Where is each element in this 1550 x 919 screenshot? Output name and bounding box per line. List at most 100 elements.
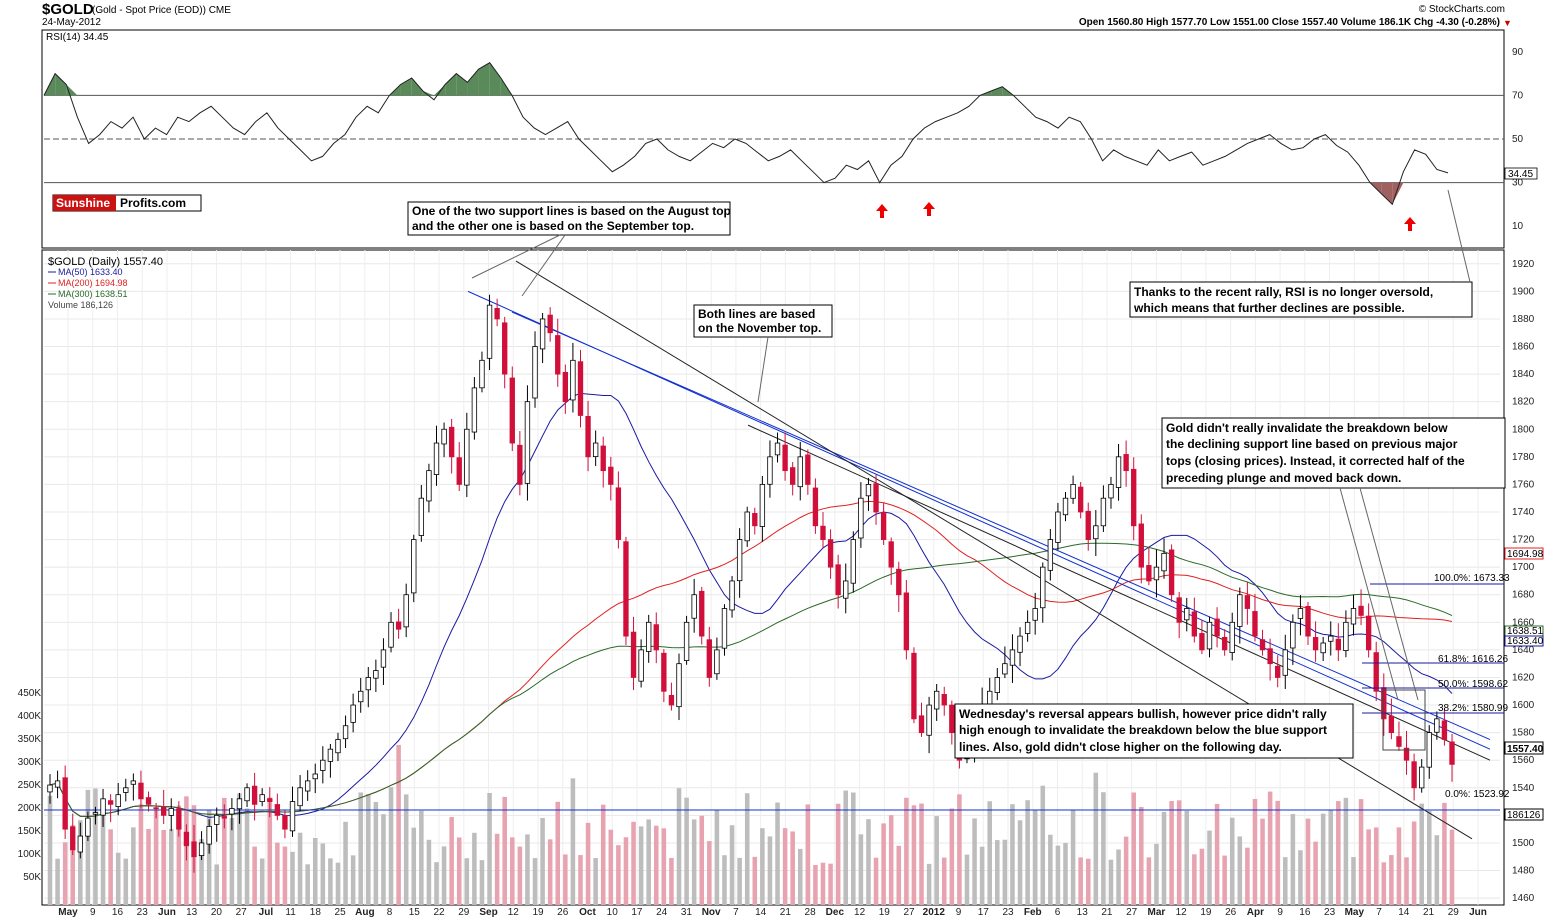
candle-body bbox=[486, 304, 493, 359]
price-tick-label: 1900 bbox=[1512, 286, 1535, 297]
candle-body bbox=[752, 513, 758, 527]
candle-body bbox=[1373, 652, 1379, 692]
volume-bar bbox=[464, 858, 470, 905]
candle-body bbox=[926, 704, 932, 736]
x-tick-label: 12 bbox=[854, 907, 866, 918]
candle-body bbox=[1032, 608, 1038, 621]
svg-text:1694.98: 1694.98 bbox=[1507, 549, 1544, 560]
volume-bar bbox=[1108, 859, 1114, 905]
candle-body bbox=[880, 512, 887, 540]
candle-body bbox=[373, 670, 379, 679]
x-tick-label: 25 bbox=[335, 907, 347, 918]
candle-body bbox=[835, 564, 841, 596]
x-tick-label: Dec bbox=[826, 907, 845, 918]
support-line-september bbox=[511, 311, 1491, 740]
rsi-overbought-fill bbox=[400, 77, 412, 96]
price-tick-label: 1720 bbox=[1512, 535, 1535, 546]
volume-bar bbox=[297, 832, 303, 905]
volume-bar bbox=[168, 828, 174, 905]
volume-bar bbox=[631, 821, 636, 905]
volume-bar bbox=[813, 864, 818, 905]
volume-bar bbox=[1252, 798, 1258, 905]
x-tick-label: 21 bbox=[780, 907, 792, 918]
x-tick-label: Mar bbox=[1148, 907, 1166, 918]
volume-bar bbox=[608, 829, 614, 905]
candle-body bbox=[161, 806, 167, 816]
right-badges: 1694.98 1638.51 1633.40 1557.40 186126 bbox=[1504, 547, 1544, 821]
candle-body bbox=[92, 812, 99, 815]
volume-bar bbox=[199, 839, 204, 905]
candle-body bbox=[1199, 633, 1205, 651]
ma300-line bbox=[49, 542, 1453, 818]
volume-bar bbox=[729, 825, 735, 905]
candle-body bbox=[85, 817, 91, 837]
volume-bar bbox=[426, 839, 432, 905]
candle-body bbox=[774, 442, 781, 456]
candle-body bbox=[327, 748, 334, 762]
volume-bar bbox=[305, 864, 310, 905]
candle-body bbox=[1131, 468, 1137, 527]
svg-text:1638.51: 1638.51 bbox=[1507, 626, 1544, 637]
x-tick-label: 21 bbox=[1101, 907, 1113, 918]
volume-bar bbox=[1260, 818, 1265, 905]
x-tick-label: 15 bbox=[409, 907, 421, 918]
volume-bar bbox=[881, 823, 886, 905]
candle-body bbox=[1403, 747, 1410, 761]
volume-bar bbox=[1063, 842, 1068, 905]
candle-body bbox=[1396, 736, 1402, 747]
volume-bar bbox=[396, 744, 401, 905]
candle-body bbox=[524, 401, 531, 484]
candle-body bbox=[721, 608, 728, 649]
candle-body bbox=[1305, 606, 1311, 637]
volume-bar bbox=[55, 858, 60, 905]
candle-body bbox=[1093, 525, 1099, 540]
rsi-overbought-fill bbox=[434, 84, 446, 96]
candle-body bbox=[433, 442, 440, 475]
candle-body bbox=[502, 322, 508, 375]
candle-body bbox=[1328, 635, 1334, 642]
svg-text:preceding plunge and moved bac: preceding plunge and moved back down. bbox=[1166, 471, 1401, 485]
volume-bar bbox=[1313, 841, 1318, 905]
x-tick-label: 19 bbox=[1200, 907, 1212, 918]
volume-bar bbox=[47, 795, 53, 905]
rsi-overbought-fill bbox=[55, 73, 67, 96]
x-tick-label: May bbox=[58, 907, 78, 918]
price-tick-label: 1800 bbox=[1512, 424, 1535, 435]
volume-bar bbox=[411, 827, 417, 905]
volume-bar bbox=[510, 837, 515, 905]
candle-body bbox=[1085, 510, 1091, 540]
volume-bar bbox=[517, 846, 523, 905]
volume-bar bbox=[1366, 829, 1371, 905]
candle-body bbox=[812, 487, 819, 527]
candle-body bbox=[767, 456, 773, 485]
candle-body bbox=[592, 442, 599, 458]
candle-body bbox=[646, 621, 652, 652]
volume-bar bbox=[547, 839, 553, 905]
candle-body bbox=[638, 649, 644, 682]
volume-bar bbox=[1358, 799, 1364, 905]
volume-bar bbox=[805, 804, 811, 905]
price-tick-label: 1760 bbox=[1512, 479, 1535, 490]
x-tick-label: 13 bbox=[1077, 907, 1089, 918]
svg-text:and the other one is based on: and the other one is based on the Septem… bbox=[412, 219, 694, 233]
volume-bar bbox=[578, 855, 583, 905]
candle-body bbox=[1070, 484, 1076, 499]
x-tick-label: Jun bbox=[1469, 907, 1487, 918]
x-tick-label: 7 bbox=[1376, 907, 1382, 918]
volume-tick-label: 400K bbox=[18, 711, 42, 722]
volume-bar bbox=[1101, 792, 1106, 905]
candle-body bbox=[138, 782, 144, 800]
volume-bar bbox=[790, 831, 795, 905]
volume-bar bbox=[358, 792, 363, 905]
volume-bar bbox=[1184, 810, 1190, 905]
x-tick-label: 29 bbox=[1448, 907, 1460, 918]
candle-body bbox=[577, 361, 584, 416]
candle-body bbox=[600, 445, 606, 472]
candle-body bbox=[411, 539, 417, 594]
volume-bar bbox=[1085, 858, 1091, 905]
x-tick-label: May bbox=[1345, 907, 1365, 918]
price-tick-label: 1680 bbox=[1512, 590, 1535, 601]
volume-bar bbox=[1442, 802, 1447, 905]
volume-bar bbox=[896, 845, 902, 905]
candle-body bbox=[903, 592, 910, 651]
